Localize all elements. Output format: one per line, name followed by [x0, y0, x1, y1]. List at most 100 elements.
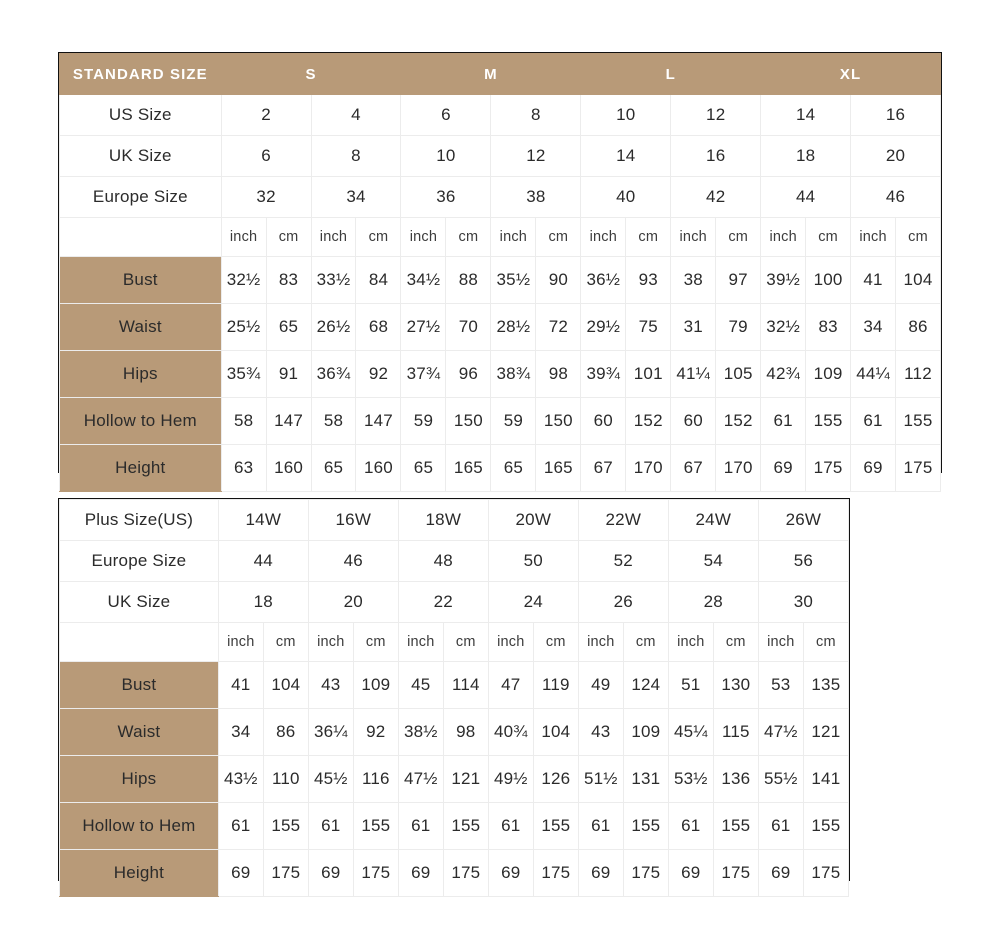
table-row: Europe Size 44 46 48 50 52 54 56: [59, 540, 850, 582]
unit-label-inch: inch: [307, 622, 354, 662]
measurement-cell: 51½: [577, 755, 624, 803]
size-cell: 16W: [307, 499, 399, 541]
measurement-cell: 104: [532, 708, 579, 756]
measurement-cell: 28½: [490, 303, 537, 351]
measurement-label-hollow-to-hem: Hollow to Hem: [59, 397, 222, 445]
measurement-cell: 65: [265, 303, 312, 351]
measurement-label-height: Height: [59, 444, 222, 492]
measurement-cell: 69: [307, 849, 354, 897]
measurement-cell: 83: [805, 303, 852, 351]
measurement-cell: 119: [532, 661, 579, 709]
unit-label-cm: cm: [625, 217, 672, 257]
size-cell: 38: [490, 176, 582, 218]
table-row: Plus Size(US) 14W 16W 18W 20W 22W 24W 26W: [59, 499, 850, 541]
row-label-plus-size-us: Plus Size(US): [59, 499, 219, 541]
standard-size-table: STANDARD SIZE S M L XL US Size 2 4 6 8 10 12 14 16 UK …: [59, 53, 941, 492]
table-row: Height 63 160 65 160 65 165 65 165 67 170 67 170 69 17…: [59, 444, 941, 492]
size-cell: 52: [577, 540, 669, 582]
measurement-cell: 88: [445, 256, 492, 304]
measurement-cell: 61: [487, 802, 534, 850]
measurement-cell: 165: [535, 444, 582, 492]
measurement-cell: 58: [310, 397, 357, 445]
chart-title: STANDARD SIZE: [59, 53, 222, 95]
measurement-label-hips: Hips: [59, 755, 219, 803]
measurement-cell: 170: [625, 444, 672, 492]
measurement-cell: 96: [445, 350, 492, 398]
measurement-cell: 104: [895, 256, 941, 304]
measurement-cell: 97: [715, 256, 762, 304]
measurement-cell: 160: [355, 444, 402, 492]
size-cell: 46: [307, 540, 399, 582]
measurement-cell: 91: [265, 350, 312, 398]
unit-label-cm: cm: [355, 217, 402, 257]
measurement-cell: 31: [670, 303, 717, 351]
standard-size-chart: STANDARD SIZE S M L XL US Size 2 4 6 8 10 12 14 16 UK …: [58, 52, 942, 492]
size-cell: 24: [487, 581, 579, 623]
measurement-cell: 69: [487, 849, 534, 897]
measurement-cell: 155: [805, 397, 852, 445]
measurement-cell: 165: [445, 444, 492, 492]
measurement-cell: 75: [625, 303, 672, 351]
unit-header-row: inch cm inch cm inch cm inch cm inch cm inch cm inch…: [59, 622, 850, 662]
measurement-cell: 37¾: [400, 350, 447, 398]
measurement-cell: 69: [757, 849, 804, 897]
size-cell: 20: [307, 581, 399, 623]
measurement-cell: 121: [802, 708, 850, 756]
unit-label-cm: cm: [712, 622, 759, 662]
measurement-cell: 69: [667, 849, 714, 897]
unit-label-inch: inch: [487, 622, 534, 662]
size-band-s: S: [220, 53, 402, 95]
measurement-cell: 72: [535, 303, 582, 351]
measurement-cell: 98: [535, 350, 582, 398]
measurement-cell: 100: [805, 256, 852, 304]
measurement-cell: 63: [220, 444, 267, 492]
measurement-cell: 112: [895, 350, 941, 398]
unit-label-inch: inch: [397, 622, 444, 662]
unit-label-cm: cm: [532, 622, 579, 662]
measurement-cell: 60: [670, 397, 717, 445]
measurement-cell: 33½: [310, 256, 357, 304]
size-cell: 20W: [487, 499, 579, 541]
size-cell: 18: [217, 581, 309, 623]
measurement-cell: 92: [355, 350, 402, 398]
measurement-cell: 43: [577, 708, 624, 756]
measurement-cell: 38: [670, 256, 717, 304]
measurement-cell: 90: [535, 256, 582, 304]
unit-label-cm: cm: [352, 622, 399, 662]
measurement-cell: 47: [487, 661, 534, 709]
measurement-cell: 47½: [397, 755, 444, 803]
measurement-cell: 175: [805, 444, 852, 492]
measurement-label-bust: Bust: [59, 256, 222, 304]
measurement-cell: 61: [667, 802, 714, 850]
measurement-cell: 155: [622, 802, 669, 850]
measurement-cell: 150: [445, 397, 492, 445]
measurement-cell: 25½: [220, 303, 267, 351]
unit-label-inch: inch: [310, 217, 357, 257]
measurement-cell: 32½: [220, 256, 267, 304]
measurement-cell: 34½: [400, 256, 447, 304]
row-label-us-size: US Size: [59, 94, 222, 136]
measurement-cell: 43: [307, 661, 354, 709]
table-row: Bust 41 104 43 109 45 114 47 119 49 124 51 130 53 135: [59, 661, 850, 709]
unit-label-inch: inch: [760, 217, 807, 257]
unit-label-cm: cm: [805, 217, 852, 257]
measurement-cell: 45¼: [667, 708, 714, 756]
size-cell: 20: [850, 135, 941, 177]
measurement-cell: 61: [760, 397, 807, 445]
size-cell: 44: [217, 540, 309, 582]
measurement-cell: 69: [217, 849, 264, 897]
measurement-cell: 41¼: [670, 350, 717, 398]
measurement-cell: 155: [262, 802, 309, 850]
measurement-cell: 36¾: [310, 350, 357, 398]
measurement-cell: 26½: [310, 303, 357, 351]
measurement-cell: 67: [670, 444, 717, 492]
plus-size-chart: Plus Size(US) 14W 16W 18W 20W 22W 24W 26W Europe…: [58, 498, 850, 897]
measurement-cell: 45½: [307, 755, 354, 803]
measurement-cell: 49: [577, 661, 624, 709]
table-row: Height 69 175 69 175 69 175 69 175 69 175 69 175 69 17…: [59, 849, 850, 897]
table-row: Europe Size 32 34 36 38 40 42 44 46: [59, 176, 941, 218]
measurement-cell: 141: [802, 755, 850, 803]
measurement-cell: 84: [355, 256, 402, 304]
size-cell: 48: [397, 540, 489, 582]
